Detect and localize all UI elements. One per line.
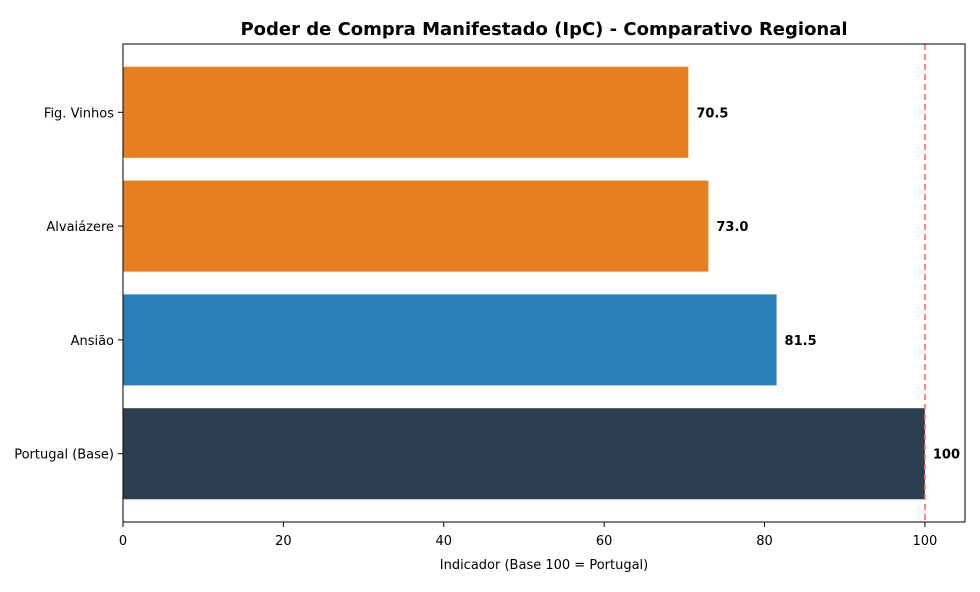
x-tick-label: 80 [756,534,773,549]
category-label: Fig. Vinhos [44,106,114,121]
x-tick-label: 20 [275,534,292,549]
x-tick-label: 60 [596,534,613,549]
x-tick-label: 40 [435,534,452,549]
x-tick-label: 100 [912,534,937,549]
category-label: Portugal (Base) [14,448,114,463]
chart-title: Poder de Compra Manifestado (IpC) - Comp… [240,19,847,40]
plot-frame [122,43,966,523]
x-tick-label: 0 [119,534,127,549]
data-label: 81.5 [785,334,817,349]
data-label: 100 [933,448,960,463]
category-labels: Fig. Vinhos Alvaiázere Ansião Portugal (Bas… [14,106,123,463]
data-label: 70.5 [696,106,728,121]
bars-layer [123,66,925,500]
bar [123,180,709,272]
bar [123,294,777,386]
category-label: Ansião [71,334,114,349]
x-axis-label: Indicador (Base 100 = Portugal) [440,558,648,573]
category-label: Alvaiázere [46,220,114,235]
bar [123,408,925,500]
value-labels: 70.5 73.0 81.5 100 [696,106,960,462]
x-axis-ticks: 0 20 40 60 80 100 [119,522,937,549]
bar [123,66,689,158]
data-label: 73.0 [716,220,748,235]
